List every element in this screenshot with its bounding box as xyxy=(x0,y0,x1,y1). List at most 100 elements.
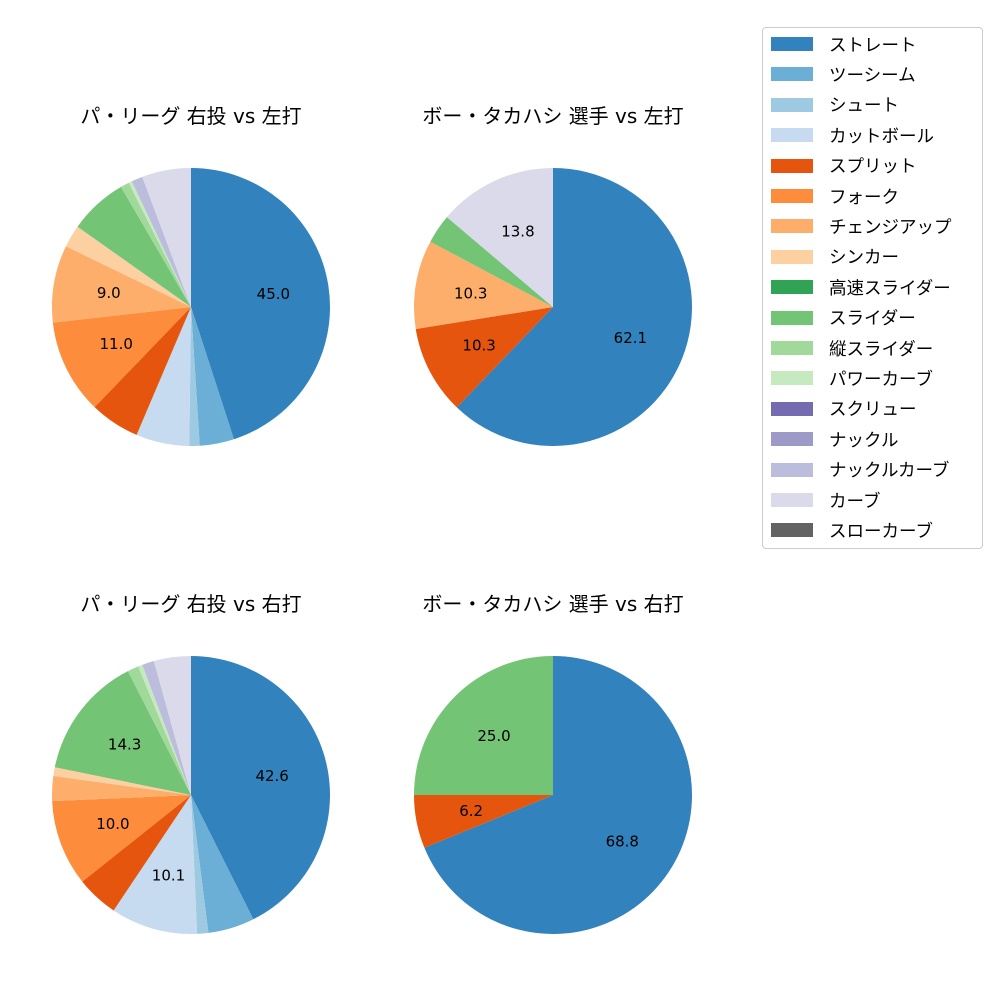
slice-value-label: 11.0 xyxy=(100,335,133,353)
pie-slice xyxy=(128,181,191,307)
legend-item: カーブ xyxy=(771,490,881,512)
chart-title: パ・リーグ 右投 vs 左打 xyxy=(80,104,302,128)
legend-item: カットボール xyxy=(771,125,934,147)
slice-value-label: 10.3 xyxy=(454,284,487,302)
legend-swatch xyxy=(771,219,813,234)
pie-panel-league-vs-left: パ・リーグ 右投 vs 左打 45.0 11.0 9.0 xyxy=(11,100,371,480)
slice-value-label: 42.6 xyxy=(255,767,288,785)
pie-slice xyxy=(142,661,191,795)
legend: ストレートツーシームシュートカットボール スプリットフォークチェンジアップ シンカー… xyxy=(762,27,983,549)
pie-slice xyxy=(52,795,191,882)
legend-swatch xyxy=(771,158,813,173)
legend-swatch xyxy=(771,128,813,143)
pie-slice xyxy=(191,168,331,440)
pie-slice xyxy=(52,307,191,408)
legend-swatch xyxy=(771,280,813,295)
legend-label: ナックル xyxy=(829,430,899,451)
legend-item: シュート xyxy=(771,95,899,117)
slice-value-label: 10.3 xyxy=(462,337,495,355)
pie-slice xyxy=(136,307,191,446)
legend-item: スクリュー xyxy=(771,399,917,421)
pie-slice xyxy=(191,307,234,446)
legend-label: フォーク xyxy=(829,187,899,208)
legend-swatch xyxy=(771,432,813,447)
legend-label: ナックルカーブ xyxy=(829,461,950,482)
pie-slice xyxy=(446,168,553,307)
slice-value-label: 6.2 xyxy=(459,802,483,820)
legend-swatch xyxy=(771,401,813,416)
legend-item: 高速スライダー xyxy=(771,277,951,299)
slice-value-label: 25.0 xyxy=(477,727,510,745)
pie-slice xyxy=(52,775,192,802)
legend-swatch xyxy=(771,523,813,538)
legend-swatch xyxy=(771,67,813,82)
legend-item: フォーク xyxy=(771,186,899,208)
pie-slice xyxy=(430,217,553,307)
pie-slice xyxy=(54,671,192,795)
legend-item: パワーカーブ xyxy=(771,368,933,390)
legend-swatch xyxy=(771,493,813,507)
slice-value-label: 68.8 xyxy=(606,832,639,850)
legend-item: 縦スライダー xyxy=(771,338,934,360)
pie-slice xyxy=(456,168,692,447)
pie-slice xyxy=(414,656,553,795)
chart-title: ボー・タカハシ 選手 vs 右打 xyxy=(422,592,684,616)
legend-label: ツーシーム xyxy=(829,65,916,86)
legend-label: スライダー xyxy=(829,309,916,330)
pie-slice xyxy=(94,307,191,435)
legend-label: 高速スライダー xyxy=(829,278,951,299)
slice-value-label: 45.0 xyxy=(257,285,290,303)
pie-slice xyxy=(191,795,254,933)
pie-slice xyxy=(120,182,191,307)
slice-value-label: 14.3 xyxy=(108,736,141,754)
legend-label: スクリュー xyxy=(829,400,917,421)
pie-slice xyxy=(77,186,191,307)
legend-swatch xyxy=(771,310,813,325)
legend-label: 縦スライダー xyxy=(829,339,934,360)
pie-slice xyxy=(142,168,191,307)
pie-slice xyxy=(131,176,191,307)
pie-slice xyxy=(127,666,191,795)
legend-swatch xyxy=(771,97,813,112)
chart-title: ボー・タカハシ 選手 vs 左打 xyxy=(422,104,684,128)
legend-item: スローカーブ xyxy=(771,520,933,542)
slice-value-label: 10.0 xyxy=(96,815,129,833)
slice-value-label: 9.0 xyxy=(97,284,121,302)
legend-label: カーブ xyxy=(829,491,881,512)
legend-label: カットボール xyxy=(829,126,934,147)
legend-label: スローカーブ xyxy=(829,521,933,542)
legend-swatch xyxy=(771,462,813,477)
pie-slice xyxy=(189,307,200,446)
legend-item: ナックルカーブ xyxy=(771,460,950,482)
pie-slice xyxy=(138,664,191,795)
legend-label: シンカー xyxy=(829,248,899,269)
slice-value-label: 10.1 xyxy=(152,866,185,884)
pie-panel-takahashi-vs-right: ボー・タカハシ 選手 vs 右打 68.8 6.2 25.0 xyxy=(373,588,733,968)
legend-swatch xyxy=(771,189,813,203)
legend-swatch xyxy=(771,37,813,51)
pie-slice xyxy=(414,795,553,848)
pie-slice xyxy=(191,656,331,920)
legend-item: チェンジアップ xyxy=(771,216,952,238)
legend-swatch xyxy=(771,249,813,264)
pie-slice xyxy=(51,246,191,323)
pie-slice xyxy=(82,795,191,911)
legend-label: ストレート xyxy=(829,35,917,56)
legend-item: ナックル xyxy=(771,429,899,451)
pie-slice xyxy=(191,795,209,934)
slice-value-label: 62.1 xyxy=(614,329,647,347)
legend-label: シュート xyxy=(829,96,899,117)
pie-chart: 45.0 11.0 9.0 xyxy=(51,168,331,446)
pie-slice xyxy=(53,767,191,795)
pie-slice xyxy=(65,226,191,307)
legend-item: スプリット xyxy=(771,156,917,178)
legend-label: スプリット xyxy=(829,157,917,178)
pie-slice xyxy=(424,656,692,934)
pie-panel-league-vs-right: パ・リーグ 右投 vs 右打 42.6 10.1 10.0 14.3 xyxy=(11,588,371,968)
pie-slice xyxy=(414,241,553,329)
chart-title: パ・リーグ 右投 vs 右打 xyxy=(80,592,302,616)
pie-slice xyxy=(153,656,191,795)
pie-chart: 42.6 10.1 10.0 14.3 xyxy=(52,656,331,934)
legend-item: シンカー xyxy=(771,247,899,269)
legend-swatch xyxy=(771,341,813,355)
